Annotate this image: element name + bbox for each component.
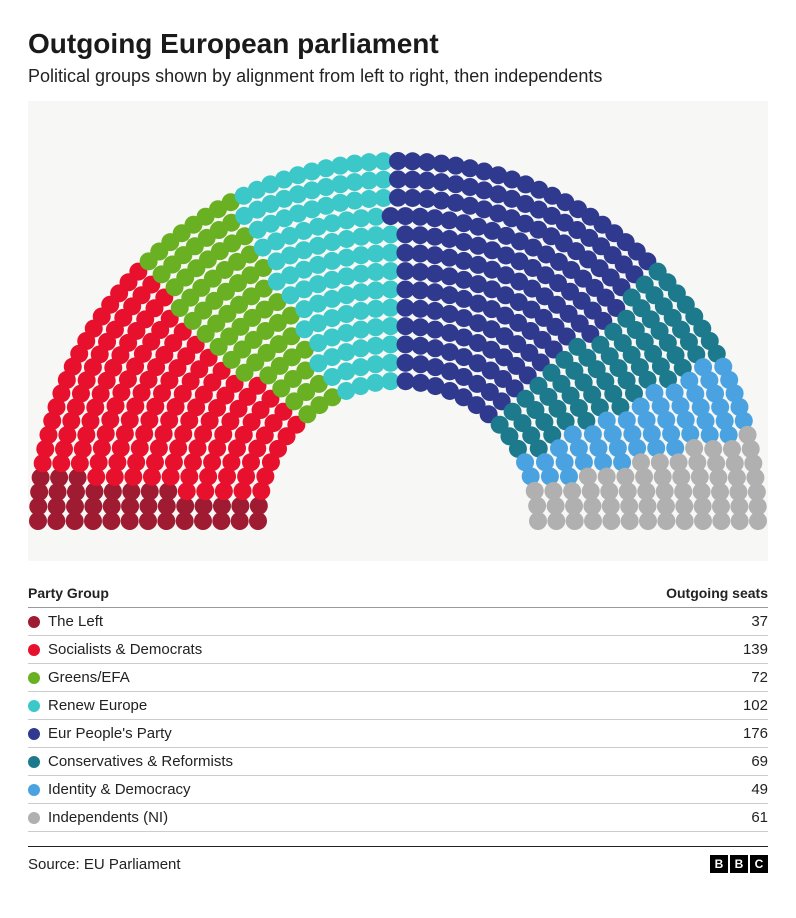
legend-row: Renew Europe102 — [28, 692, 768, 720]
bbc-block: C — [750, 855, 768, 873]
legend-header-group: Party Group — [28, 585, 109, 601]
legend-dot-icon — [28, 784, 40, 796]
seat-dot — [584, 512, 602, 530]
legend-header: Party Group Outgoing seats — [28, 579, 768, 608]
legend-label: Independents (NI) — [48, 809, 751, 826]
legend-dot-icon — [28, 672, 40, 684]
seat-dot — [657, 512, 675, 530]
source-text: Source: EU Parliament — [28, 856, 181, 873]
legend-row: Independents (NI)61 — [28, 804, 768, 832]
hemicycle-chart — [28, 101, 768, 561]
seat-dot — [412, 374, 430, 392]
seat-dot — [694, 512, 712, 530]
legend-dot-icon — [28, 644, 40, 656]
legend-dot-icon — [28, 728, 40, 740]
chart-container: Outgoing European parliament Political g… — [0, 0, 796, 893]
legend-label: Socialists & Democrats — [48, 641, 743, 658]
legend-dot-icon — [28, 812, 40, 824]
legend-header-seats: Outgoing seats — [666, 585, 768, 601]
hemicycle-svg — [28, 101, 768, 561]
seat-dot — [602, 512, 620, 530]
seat-dot — [749, 512, 767, 530]
bbc-logo: BBC — [710, 855, 768, 873]
chart-title: Outgoing European parliament — [28, 28, 768, 60]
seat-dot — [352, 377, 370, 395]
seat-dot — [621, 512, 639, 530]
legend-label: The Left — [48, 613, 751, 630]
legend-label: Greens/EFA — [48, 669, 751, 686]
legend-row: The Left37 — [28, 608, 768, 636]
legend-label: Renew Europe — [48, 697, 743, 714]
legend-table: Party Group Outgoing seats The Left37Soc… — [28, 579, 768, 832]
chart-footer: Source: EU Parliament BBC — [28, 846, 768, 873]
legend-value: 49 — [751, 781, 768, 798]
legend-label: Identity & Democracy — [48, 781, 751, 798]
legend-value: 139 — [743, 641, 768, 658]
legend-value: 176 — [743, 725, 768, 742]
chart-subtitle: Political groups shown by alignment from… — [28, 66, 768, 87]
legend-value: 72 — [751, 669, 768, 686]
legend-label: Conservatives & Reformists — [48, 753, 751, 770]
legend-row: Identity & Democracy49 — [28, 776, 768, 804]
seat-dot — [676, 512, 694, 530]
bbc-block: B — [710, 855, 728, 873]
bbc-block: B — [730, 855, 748, 873]
legend-value: 102 — [743, 697, 768, 714]
seat-dot — [547, 512, 565, 530]
seat-dot — [566, 512, 584, 530]
legend-row: Conservatives & Reformists69 — [28, 748, 768, 776]
legend-dot-icon — [28, 616, 40, 628]
seat-dot — [529, 512, 547, 530]
legend-label: Eur People's Party — [48, 725, 743, 742]
legend-value: 61 — [751, 809, 768, 826]
seat-dot — [712, 512, 730, 530]
legend-row: Greens/EFA72 — [28, 664, 768, 692]
legend-row: Eur People's Party176 — [28, 720, 768, 748]
seat-dot — [639, 512, 657, 530]
legend-value: 69 — [751, 753, 768, 770]
legend-dot-icon — [28, 700, 40, 712]
seat-dot — [731, 512, 749, 530]
legend-dot-icon — [28, 756, 40, 768]
legend-row: Socialists & Democrats139 — [28, 636, 768, 664]
legend-value: 37 — [751, 613, 768, 630]
